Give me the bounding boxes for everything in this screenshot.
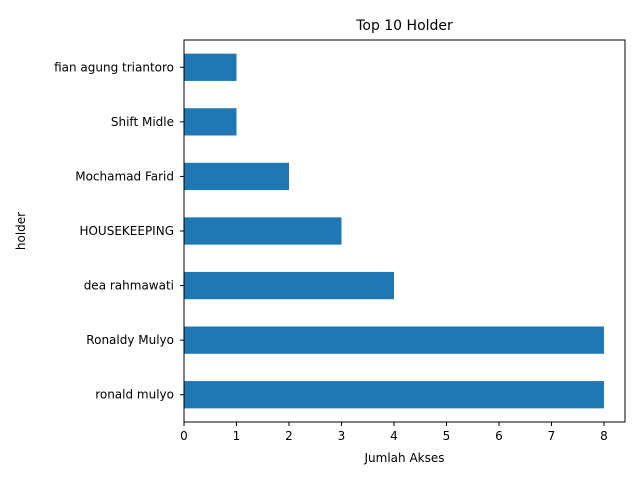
bar <box>184 271 394 300</box>
bar <box>184 108 237 136</box>
x-tick-label: 2 <box>285 429 293 443</box>
x-axis-ticks: 0 1 2 3 4 5 6 7 8 <box>180 422 608 443</box>
bar <box>184 326 604 354</box>
y-tick-label: Mochamad Farid <box>75 169 174 183</box>
x-tick-label: 8 <box>600 429 608 443</box>
y-axis-ticks: ronald mulyo Ronaldy Mulyo dea rahmawati HO… <box>54 60 184 402</box>
bar <box>184 53 237 81</box>
x-tick-label: 7 <box>548 429 556 443</box>
y-tick-label: ronald mulyo <box>95 388 174 402</box>
y-tick-label: fian agung triantoro <box>54 60 174 74</box>
y-axis-label: holder <box>14 212 28 250</box>
x-tick-label: 4 <box>390 429 398 443</box>
x-tick-label: 6 <box>495 429 503 443</box>
y-tick-label: dea rahmawati <box>84 279 174 293</box>
x-tick-label: 3 <box>338 429 346 443</box>
plot-frame <box>183 39 626 423</box>
bar <box>184 217 342 245</box>
x-tick-label: 1 <box>233 429 241 443</box>
x-tick-label: 0 <box>180 429 188 443</box>
y-tick-label: Shift Midle <box>111 115 174 129</box>
bars-group <box>184 53 604 409</box>
x-axis-label: Jumlah Akses <box>364 451 445 465</box>
y-tick-label: Ronaldy Mulyo <box>86 333 174 347</box>
bar <box>184 381 604 409</box>
bar <box>184 162 289 191</box>
x-tick-label: 5 <box>443 429 451 443</box>
chart-title: Top 10 Holder <box>355 18 453 34</box>
y-tick-label: HOUSEKEEPING <box>79 224 174 238</box>
